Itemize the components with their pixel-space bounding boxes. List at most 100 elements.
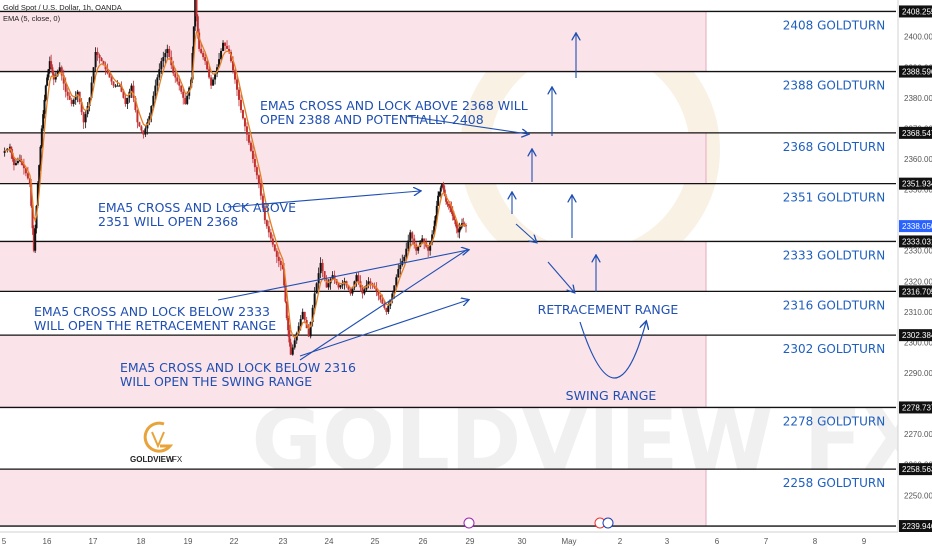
- candle-body[interactable]: [395, 277, 398, 286]
- candle-body[interactable]: [409, 232, 412, 241]
- candle-body[interactable]: [191, 52, 194, 80]
- candle-body[interactable]: [166, 48, 169, 53]
- candle-body[interactable]: [271, 238, 274, 245]
- candle-body[interactable]: [347, 285, 350, 290]
- candle-body[interactable]: [50, 61, 53, 68]
- candle-body[interactable]: [431, 234, 434, 243]
- candle-body[interactable]: [403, 256, 406, 261]
- candle-body[interactable]: [299, 318, 302, 327]
- candle-body[interactable]: [80, 101, 83, 113]
- candle-body[interactable]: [142, 130, 145, 135]
- candle-body[interactable]: [383, 303, 386, 308]
- candle-body[interactable]: [295, 333, 298, 341]
- candle-body[interactable]: [307, 328, 310, 337]
- candle-body[interactable]: [226, 45, 229, 49]
- candle-body[interactable]: [257, 175, 260, 184]
- candle-body[interactable]: [265, 220, 268, 227]
- candle-body[interactable]: [349, 289, 352, 294]
- candle-body[interactable]: [284, 285, 287, 302]
- candle-body[interactable]: [311, 307, 314, 323]
- candle-body[interactable]: [369, 281, 372, 284]
- candle-body[interactable]: [361, 287, 364, 294]
- us-flag-event-icon[interactable]: [602, 517, 614, 529]
- candle-body[interactable]: [445, 195, 448, 202]
- candle-body[interactable]: [309, 322, 312, 337]
- candle-body[interactable]: [31, 205, 34, 229]
- candle-body[interactable]: [172, 65, 175, 74]
- candle-body[interactable]: [355, 275, 358, 282]
- candle-body[interactable]: [288, 330, 291, 343]
- candle-body[interactable]: [351, 287, 354, 294]
- candle-body[interactable]: [327, 283, 330, 288]
- candle-body[interactable]: [439, 187, 442, 192]
- candle-body[interactable]: [417, 246, 420, 251]
- candle-body[interactable]: [247, 134, 250, 143]
- candle-body[interactable]: [195, 0, 198, 17]
- time-axis[interactable]: 5 16 17 18 19 22 23 24 25 26 29 30 May 2 3 6 7 8 9: [0, 517, 932, 550]
- price-axis[interactable]: USD2250.0002260.0002270.0002290.0002300.…: [897, 0, 932, 533]
- candle-body[interactable]: [434, 216, 437, 227]
- candle-body[interactable]: [275, 250, 278, 257]
- candle-body[interactable]: [458, 229, 461, 233]
- candle-body[interactable]: [200, 48, 203, 53]
- candle-body[interactable]: [70, 99, 73, 104]
- candle-body[interactable]: [450, 207, 453, 212]
- candle-body[interactable]: [206, 61, 209, 70]
- candle-body[interactable]: [243, 118, 246, 127]
- candle-body[interactable]: [251, 150, 254, 159]
- candle-body[interactable]: [249, 142, 252, 151]
- candle-body[interactable]: [301, 311, 304, 319]
- candle-body[interactable]: [429, 242, 432, 251]
- candle-body[interactable]: [182, 91, 185, 98]
- candle-body[interactable]: [47, 69, 50, 78]
- candle-body[interactable]: [100, 58, 103, 62]
- candle-body[interactable]: [357, 275, 360, 282]
- candle-body[interactable]: [237, 89, 240, 100]
- candle-body[interactable]: [84, 114, 87, 123]
- candle-body[interactable]: [303, 311, 306, 321]
- candle-body[interactable]: [26, 173, 29, 179]
- candle-body[interactable]: [313, 293, 316, 308]
- candle-body[interactable]: [86, 105, 89, 115]
- candle-body[interactable]: [214, 73, 217, 80]
- candle-body[interactable]: [51, 67, 54, 74]
- candle-body[interactable]: [427, 246, 430, 251]
- candle-body[interactable]: [42, 114, 45, 129]
- candle-body[interactable]: [56, 71, 59, 76]
- candle-body[interactable]: [230, 51, 233, 62]
- candle-body[interactable]: [196, 16, 199, 33]
- candle-body[interactable]: [277, 256, 280, 261]
- candle-body[interactable]: [208, 69, 211, 78]
- candle-body[interactable]: [222, 42, 225, 51]
- candle-body[interactable]: [156, 77, 159, 86]
- candle-body[interactable]: [283, 269, 286, 286]
- candle-body[interactable]: [96, 51, 99, 56]
- candle-body[interactable]: [442, 183, 445, 190]
- candle-body[interactable]: [218, 59, 221, 68]
- candle-body[interactable]: [449, 205, 452, 208]
- candle-body[interactable]: [176, 77, 179, 82]
- candle-body[interactable]: [457, 228, 460, 233]
- candle-body[interactable]: [453, 216, 456, 221]
- candle-body[interactable]: [162, 57, 165, 62]
- candle-body[interactable]: [241, 110, 244, 119]
- candle-body[interactable]: [405, 248, 408, 257]
- candle-body[interactable]: [269, 232, 272, 239]
- candle-body[interactable]: [413, 238, 416, 245]
- candle-body[interactable]: [110, 77, 113, 82]
- candle-body[interactable]: [224, 42, 227, 46]
- candle-body[interactable]: [245, 126, 248, 135]
- candle-body[interactable]: [174, 73, 177, 78]
- candle-body[interactable]: [74, 95, 77, 100]
- candle-body[interactable]: [14, 163, 17, 166]
- candle-body[interactable]: [415, 244, 418, 251]
- candle-body[interactable]: [279, 260, 282, 265]
- candle-body[interactable]: [154, 85, 157, 96]
- candle-body[interactable]: [353, 281, 356, 288]
- candle-body[interactable]: [341, 283, 344, 286]
- candle-body[interactable]: [451, 211, 454, 217]
- candle-body[interactable]: [289, 342, 292, 355]
- candle-body[interactable]: [204, 57, 207, 62]
- candle-body[interactable]: [198, 32, 201, 49]
